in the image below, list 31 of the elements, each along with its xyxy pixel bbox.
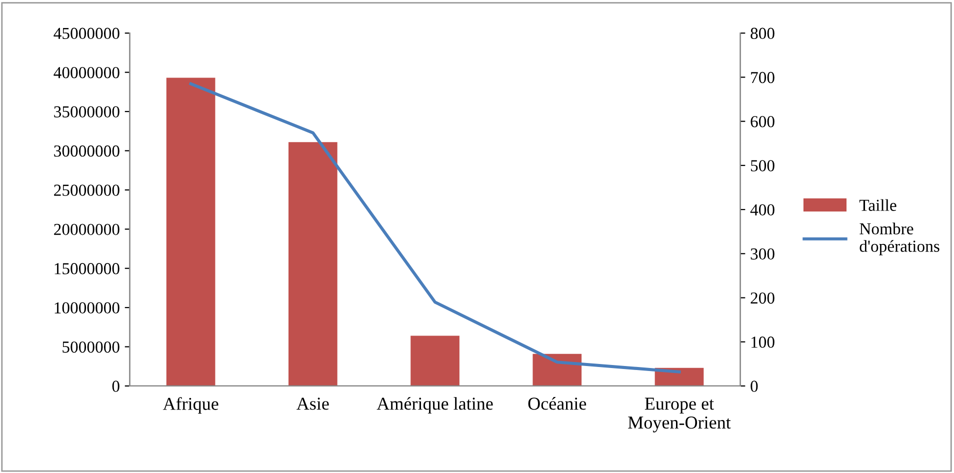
y2-tick-label: 300 (750, 248, 774, 260)
y-tick-label: 40000000 (54, 67, 120, 78)
x-tick-label: Afrique (162, 397, 218, 414)
y-tick-label: 25000000 (54, 184, 120, 196)
y2-tick-label: 700 (751, 72, 774, 84)
bar (410, 336, 460, 386)
line-series (189, 82, 681, 374)
y-tick-label: 45000000 (54, 28, 120, 40)
y-tick-label: 5000000 (62, 341, 120, 353)
x-tick-label: Europe et Moyen-Orient (628, 398, 731, 432)
y2-tick-label: 500 (750, 160, 774, 172)
bar (532, 354, 582, 386)
x-tick-label: Océanie (528, 397, 586, 410)
y2-tick-label: 600 (750, 116, 774, 128)
x-tick-label: Amérique latine (376, 397, 493, 414)
y2-tick-label: 400 (750, 204, 774, 216)
y2-tick-label: 200 (750, 292, 774, 304)
y2-tick-label: 100 (751, 336, 774, 348)
y-tick-label: 30000000 (54, 145, 120, 157)
y2-tick-label: 0 (750, 380, 758, 392)
y-tick-label: 10000000 (54, 302, 120, 314)
x-tick-label: Asie (296, 398, 329, 410)
bar (166, 78, 216, 386)
bar (288, 142, 338, 386)
legend-label: Nombre d'opérations (860, 222, 940, 256)
y2-tick-label: 800 (750, 28, 774, 40)
y-tick-label: 15000000 (54, 263, 120, 274)
y-tick-label: 20000000 (54, 224, 120, 236)
y-tick-label: 35000000 (54, 106, 120, 118)
y-tick-label: 0 (112, 380, 120, 392)
legend-label: Taille (859, 199, 896, 211)
